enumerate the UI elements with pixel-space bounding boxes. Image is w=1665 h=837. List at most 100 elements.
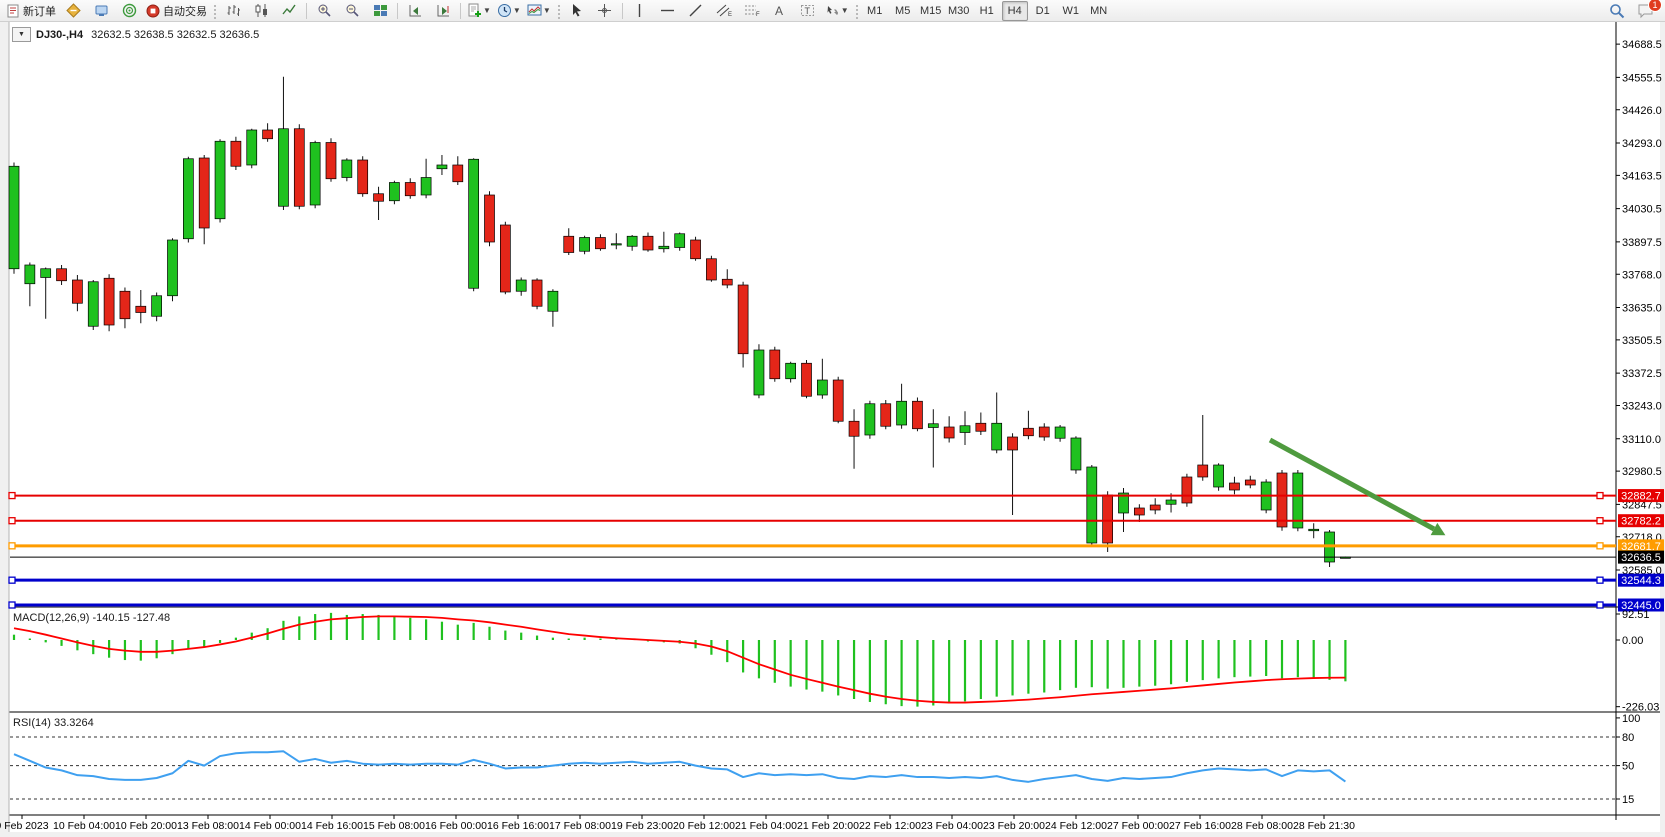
date-axis-label: 19 Feb 23:00	[611, 820, 673, 832]
line-handle[interactable]	[1596, 542, 1604, 550]
svg-text:A: A	[775, 4, 783, 18]
vertical-line-button[interactable]	[626, 0, 654, 22]
timeframe-button-W1[interactable]: W1	[1062, 4, 1079, 17]
annotation-arrow-shaft[interactable]	[1268, 437, 1436, 532]
bull-candle	[547, 290, 559, 312]
bull-candle	[674, 233, 686, 248]
bull-candle	[214, 140, 226, 220]
chart-window[interactable]: ▼ DJ30-,H4 32632.5 32638.5 32632.5 32636…	[0, 22, 1665, 837]
price-axis-label: 34163.5	[1622, 170, 1662, 182]
zoom-out-button[interactable]	[338, 0, 366, 22]
timeframe-button-M1[interactable]: M1	[867, 4, 883, 17]
bear-candle	[325, 142, 337, 180]
text-label-button[interactable]: T	[794, 0, 822, 22]
bear-candle	[1102, 494, 1114, 544]
bear-candle	[373, 193, 384, 202]
navigator-icon	[122, 3, 137, 18]
notifications-button[interactable]: 1	[1631, 0, 1662, 22]
horizontal-line-button[interactable]	[654, 0, 682, 22]
tile-windows-button[interactable]	[366, 0, 394, 22]
bar-chart-button[interactable]	[219, 0, 247, 22]
line-handle[interactable]	[8, 601, 16, 609]
price-axis-label: 33768.0	[1622, 269, 1662, 281]
timeframe-group: M1 M5 M15 M30 H1 H4 D1 W1 MN	[861, 0, 1113, 21]
rsi-axis-label: 100	[1622, 713, 1640, 725]
equidistant-channel-button[interactable]: E	[710, 0, 738, 22]
candlestick-chart-icon	[254, 3, 269, 18]
line-handle[interactable]	[8, 542, 16, 550]
line-handle[interactable]	[1596, 601, 1604, 609]
line-handle[interactable]	[1596, 491, 1604, 500]
toolbar-separator	[621, 2, 623, 19]
chart-ohlc-readout: 32632.5 32638.5 32632.5 32636.5	[91, 28, 260, 41]
bear-candle	[563, 235, 575, 253]
date-axis-label: 27 Feb 00:00	[1107, 820, 1169, 832]
arrows-button[interactable]: ▼	[822, 0, 852, 22]
price-level-badge	[1618, 539, 1664, 553]
bear-candle	[262, 129, 273, 140]
templates-button[interactable]: ▼	[524, 0, 554, 22]
line-handle[interactable]	[1596, 576, 1604, 584]
auto-scroll-button[interactable]	[401, 0, 429, 22]
periods-button[interactable]: ▼	[494, 0, 524, 22]
bear-candle	[690, 239, 701, 260]
line-handle[interactable]	[8, 576, 16, 584]
bull-candle	[1054, 426, 1066, 439]
bear-candle	[769, 349, 781, 380]
chart-shift-button[interactable]	[429, 0, 457, 22]
chart-canvas[interactable]: 34688.5 34555.5 34426.0 34293.0 34163.5 34030…	[0, 22, 1665, 837]
annotation-arrow-head[interactable]	[1430, 522, 1446, 536]
price-axis-label: 34030.5	[1622, 204, 1662, 216]
search-button[interactable]	[1603, 0, 1631, 22]
price-axis-label: 32980.5	[1622, 466, 1662, 478]
indicators-button[interactable]: ▼	[464, 0, 494, 22]
date-axis-label: 13 Feb 08:00	[177, 820, 239, 832]
navigator-button[interactable]	[115, 0, 143, 22]
current-price-badge-text: 32636.5	[1621, 552, 1661, 564]
date-axis-label: 28 Feb 21:30	[1293, 820, 1355, 832]
toolbar-grip	[212, 2, 217, 19]
zoom-in-icon	[317, 3, 332, 18]
bear-candle	[531, 279, 543, 307]
cursor-button[interactable]	[563, 0, 591, 22]
timeframe-button-H4[interactable]: H4	[1001, 0, 1028, 21]
date-axis-label: 15 Feb 08:00	[363, 820, 425, 832]
autotrade-button[interactable]: 自动交易	[143, 0, 210, 22]
line-handle[interactable]	[8, 491, 16, 500]
bull-candle	[816, 379, 828, 396]
date-axis-label: 21 Feb 04:00	[735, 820, 797, 832]
collapse-chart-button[interactable]: ▼	[12, 27, 31, 42]
bull-candle	[1070, 437, 1082, 471]
line-handle[interactable]	[1596, 517, 1604, 525]
bear-candle	[1276, 472, 1288, 528]
bear-candle	[56, 268, 67, 282]
crosshair-icon	[597, 3, 612, 18]
search-icon	[1609, 3, 1625, 19]
candlestick-chart-button[interactable]	[247, 0, 275, 22]
bull-candle	[389, 182, 400, 202]
timeframe-button-D1[interactable]: D1	[1035, 4, 1050, 17]
fibonacci-button[interactable]: F	[738, 0, 766, 22]
line-chart-button[interactable]	[275, 0, 303, 22]
bear-candle	[1149, 504, 1161, 511]
price-axis-label: 32847.5	[1622, 499, 1662, 511]
timeframe-button-M30[interactable]: M30	[947, 4, 970, 17]
text-button[interactable]: A	[766, 0, 794, 22]
data-window-button[interactable]	[87, 0, 115, 22]
crosshair-button[interactable]	[591, 0, 619, 22]
trendline-button[interactable]	[682, 0, 710, 22]
toolbar-grip	[853, 2, 859, 19]
zoom-in-button[interactable]	[310, 0, 338, 22]
date-axis-label: 27 Feb 16:00	[1169, 820, 1231, 832]
periods-icon	[497, 3, 512, 18]
line-handle[interactable]	[8, 517, 16, 525]
text-icon: A	[772, 3, 787, 18]
new-order-button[interactable]: 新订单	[3, 0, 59, 22]
timeframe-button-M5[interactable]: M5	[895, 4, 911, 17]
timeframe-button-M15[interactable]: M15	[919, 4, 942, 17]
market-watch-button[interactable]	[59, 0, 87, 22]
bear-candle	[1007, 436, 1018, 451]
timeframe-button-H1[interactable]: H1	[979, 4, 994, 17]
bull-candle	[785, 362, 797, 380]
timeframe-button-MN[interactable]: MN	[1090, 4, 1108, 17]
